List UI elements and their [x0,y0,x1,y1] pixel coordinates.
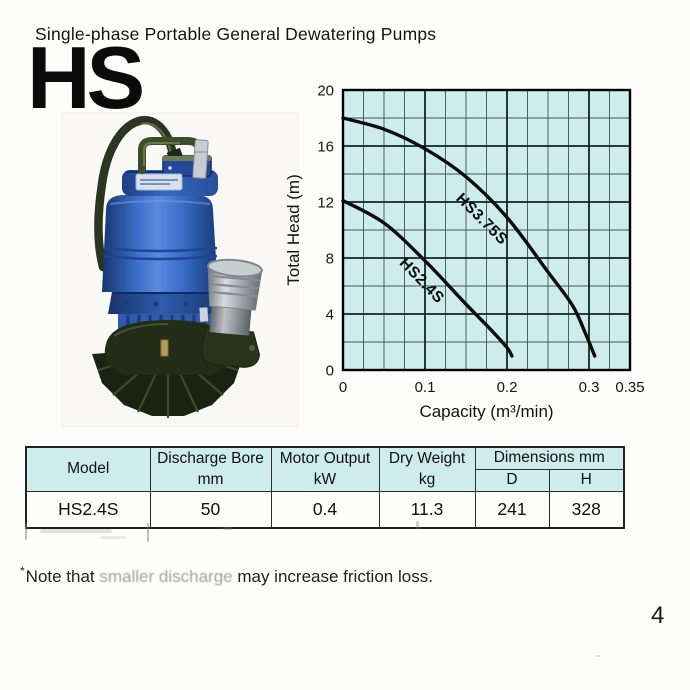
col-header-discharge-bore: Discharge Bore mm [149,446,272,492]
pump-motor-body [102,195,218,292]
pump-port-clip [199,307,209,322]
pump-photo [60,111,300,432]
scan-artifact [25,523,27,540]
header-label: Dry Weight [388,450,466,468]
pump-handle [138,137,209,179]
col-header-model: Model [25,446,151,492]
scan-artifact [100,536,126,539]
y-tick-label: 20 [317,83,334,100]
x-tick-label: 0.35 [615,379,644,396]
header-unit: mm [197,470,224,488]
curve-HS3.75S [341,116,597,358]
pump-cable [94,115,178,272]
col-header-dim-d: D [474,469,550,492]
cell-dim-d: 241 [474,491,550,529]
x-axis-label: Capacity (m³/min) [419,402,553,421]
header-label: Motor Output [279,450,371,468]
footnote-text-end: may increase friction loss. [232,567,433,586]
cell-dry-weight: 11.3 [378,491,476,529]
y-tick-label: 0 [326,363,334,380]
y-tick-label: 12 [317,195,334,212]
x-tick-label: 0.3 [579,379,600,396]
col-header-dimensions: Dimensions mm [474,446,625,470]
col-header-dim-h: H [548,469,625,492]
cell-model: HS2.4S [25,491,151,529]
cell-dim-h: 328 [548,491,625,529]
pump-illustration [61,111,299,427]
header-unit: kg [418,470,436,488]
footnote-asterisk: * [20,564,25,578]
pump-discharge-port [199,258,263,368]
col-header-dry-weight: Dry Weight kg [378,446,476,492]
curve-HS2.4S [341,198,514,358]
scan-artifact [595,655,600,657]
y-tick-label: 16 [317,139,334,156]
pump-lifting-bracket [192,139,209,179]
y-tick-label: 8 [326,251,334,268]
pump-nameplate [135,173,183,191]
cell-discharge-bore: 50 [149,491,272,529]
header-label: Discharge Bore [157,450,264,468]
plot-border [341,88,632,372]
x-tick-label: 0 [339,379,347,396]
performance-chart: HS3.75S HS2.4S 0 0.1 0.2 0.3 0.35 0 4 8 12 16 20 Capa… [280,82,680,422]
x-tick-label: 0.2 [497,379,518,396]
y-axis-label: Total Head (m) [284,174,303,285]
spec-table: Model Discharge Bore mm Motor Output kW Dr… [25,446,626,529]
footnote-text-faded: smaller discharge [99,567,233,586]
scan-artifact [40,529,112,533]
table-row: HS2.4S 50 0.4 11.3 241 328 [25,491,625,529]
scan-artifact [147,523,149,542]
scan-artifact [416,521,419,529]
cell-motor-output: 0.4 [270,491,380,529]
scan-artifact [223,527,232,530]
footnote: *Note that smaller discharge may increas… [20,564,433,587]
page-number: 4 [651,602,665,629]
footnote-text-start: Note that [25,567,100,586]
page-title: Single-phase Portable General Dewatering… [35,24,437,44]
pump-brass-pin [160,339,169,357]
pump-volute [104,320,234,375]
header-unit: kW [313,470,337,488]
y-tick-label: 4 [326,307,334,324]
x-tick-label: 0.1 [415,379,436,396]
pump-cable-highlight [140,122,172,157]
col-header-motor-output: Motor Output kW [270,446,380,492]
series-code-heading: HS [27,28,145,127]
